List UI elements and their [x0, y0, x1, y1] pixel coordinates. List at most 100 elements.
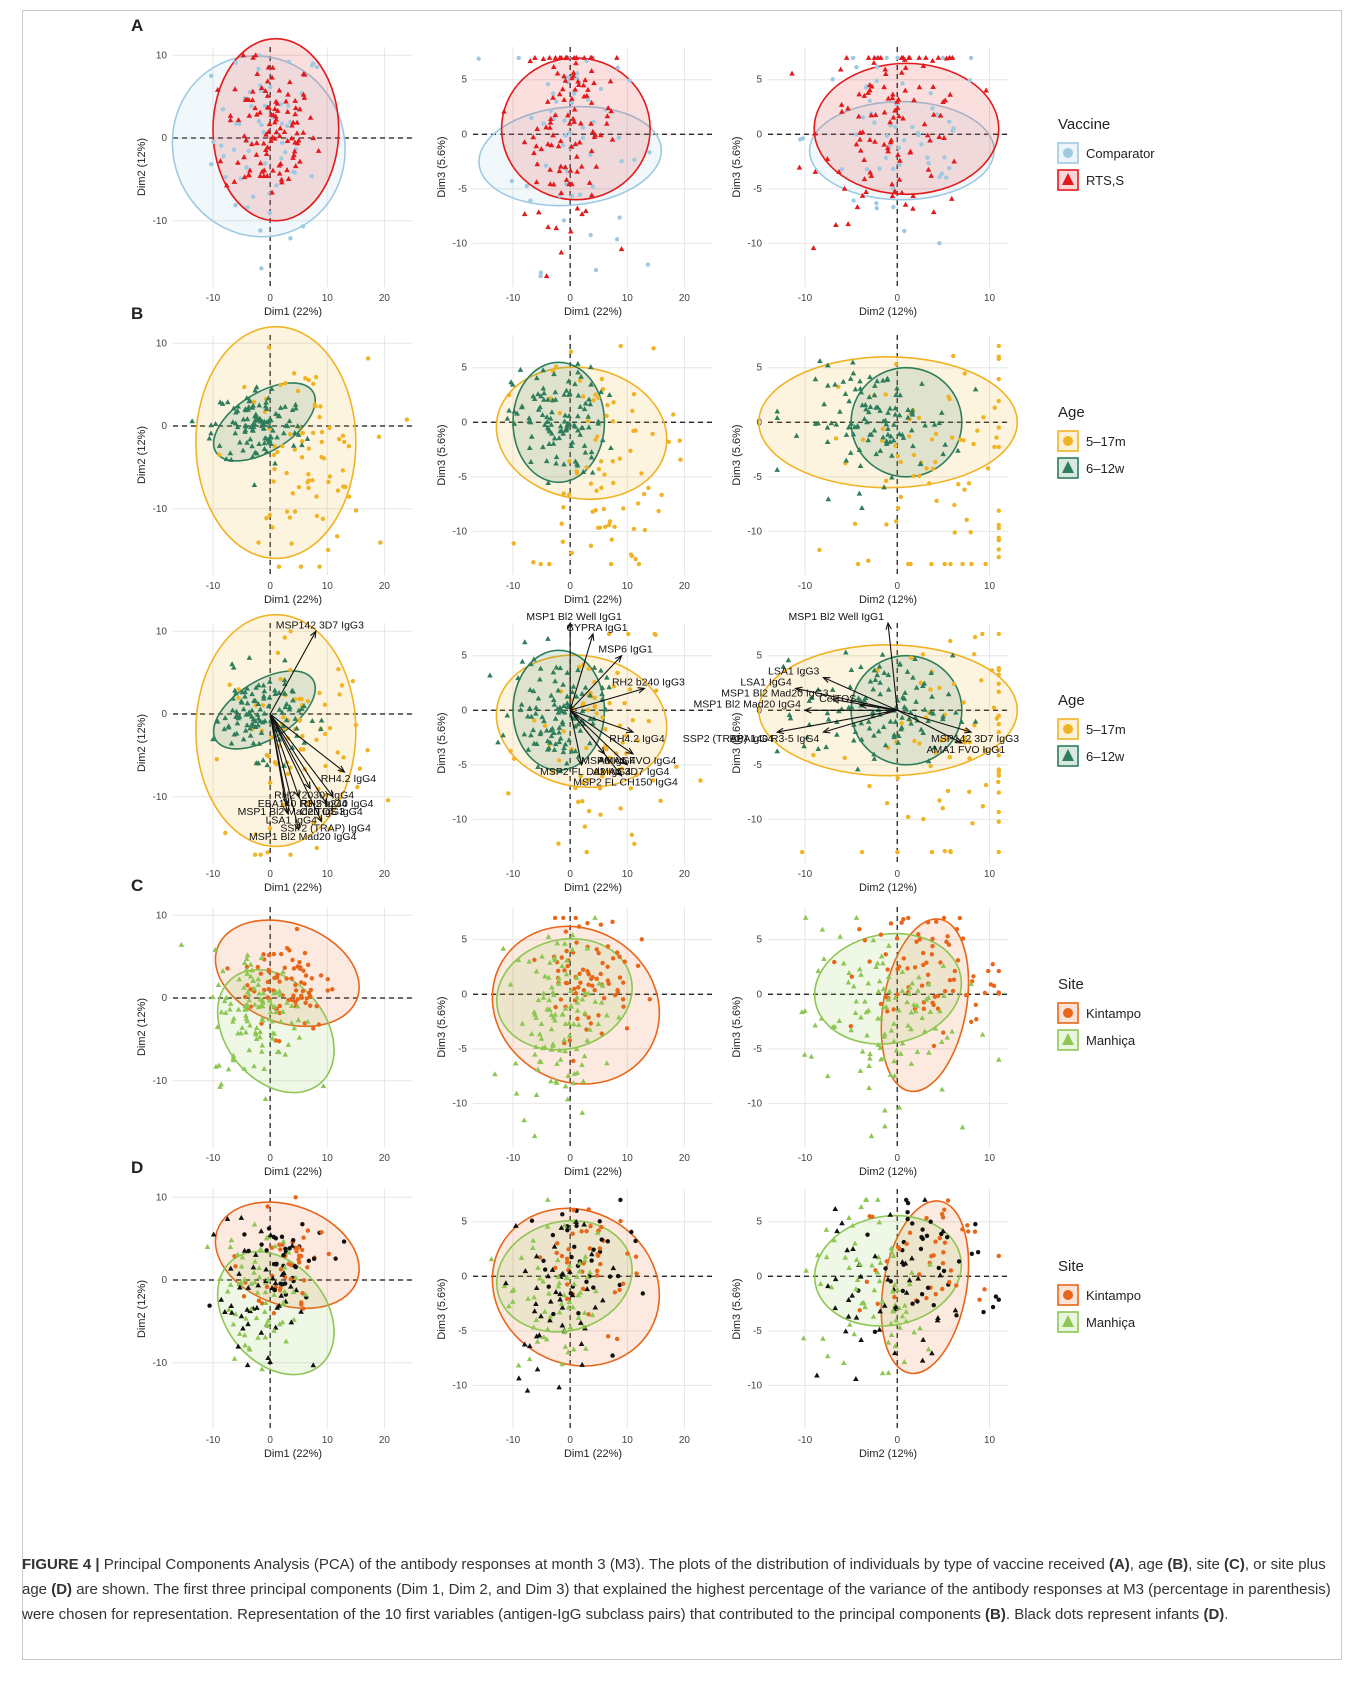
data-point [867, 431, 873, 437]
data-point [588, 232, 593, 238]
data-point [853, 1376, 859, 1382]
data-point [535, 1264, 541, 1270]
data-point [986, 968, 991, 974]
data-point [282, 1051, 289, 1057]
data-point [288, 852, 293, 857]
arrow-head [294, 822, 301, 832]
data-point [577, 120, 584, 126]
data-point [915, 1299, 920, 1304]
data-point [562, 1327, 568, 1333]
data-point [566, 1032, 573, 1038]
data-point [931, 1002, 936, 1008]
data-point [563, 760, 570, 766]
data-point [864, 1279, 870, 1284]
data-point [262, 435, 268, 441]
data-point [968, 1019, 974, 1025]
data-point [949, 652, 956, 658]
data-point [899, 189, 905, 195]
data-point [916, 132, 921, 138]
data-point [245, 1284, 252, 1290]
data-point [242, 689, 248, 695]
data-point [500, 732, 506, 738]
data-point [942, 988, 948, 994]
data-point [301, 968, 306, 973]
data-point [218, 1081, 225, 1087]
data-point [996, 713, 1001, 718]
data-point [231, 1355, 238, 1361]
data-point [257, 53, 262, 58]
legend-title: Site [1058, 976, 1084, 993]
data-point [564, 1256, 570, 1261]
data-point [882, 1123, 888, 1129]
data-point [273, 410, 279, 416]
data-point [538, 1313, 544, 1319]
data-point [921, 962, 926, 968]
data-point [888, 137, 895, 143]
data-point [603, 524, 608, 529]
data-point [605, 105, 612, 111]
data-point [261, 688, 268, 694]
data-point [247, 725, 253, 731]
data-point [286, 418, 293, 424]
data-point [266, 121, 273, 127]
data-point [866, 394, 873, 400]
data-point [889, 95, 896, 101]
data-point [646, 718, 652, 724]
data-point [299, 1247, 305, 1253]
data-point [587, 692, 593, 698]
data-point [564, 423, 570, 429]
data-point [541, 1334, 547, 1340]
data-point [290, 1289, 297, 1295]
y-axis-label: Dim2 (12%) [136, 1280, 148, 1338]
data-point [898, 494, 904, 500]
data-point [933, 1291, 938, 1297]
data-point [555, 687, 562, 693]
data-point [540, 55, 547, 61]
y-tick-label: -5 [458, 1326, 467, 1337]
data-point [229, 707, 236, 713]
data-point [547, 181, 554, 187]
data-point [598, 667, 604, 673]
data-point [937, 112, 944, 118]
data-point [619, 766, 624, 771]
data-point [674, 764, 679, 769]
data-point [298, 747, 303, 752]
data-point [241, 174, 248, 180]
data-point [579, 1361, 585, 1367]
data-point [587, 1269, 593, 1275]
data-point [905, 966, 910, 971]
data-point [545, 396, 551, 402]
data-point [933, 1239, 938, 1244]
data-point [270, 427, 276, 433]
data-point [262, 161, 268, 166]
data-point [540, 385, 547, 391]
data-point [642, 527, 648, 533]
data-point [297, 696, 302, 702]
data-point [303, 973, 309, 978]
data-point [865, 409, 872, 415]
data-point [851, 198, 856, 203]
data-point [859, 849, 865, 855]
data-point [937, 1272, 944, 1278]
data-point [553, 1004, 558, 1010]
data-point [538, 393, 544, 399]
data-point [901, 1302, 908, 1308]
data-point [886, 988, 893, 994]
data-point [848, 1023, 854, 1029]
data-point [940, 1286, 945, 1292]
data-point [272, 113, 279, 119]
y-tick-label: 0 [461, 417, 467, 428]
data-point [615, 65, 620, 70]
data-point [595, 434, 600, 439]
data-point [277, 1242, 282, 1247]
data-point [979, 678, 984, 683]
loading-arrow [569, 709, 634, 755]
y-tick-label: 5 [461, 935, 467, 946]
data-point [229, 661, 235, 667]
data-point [579, 1109, 586, 1115]
data-point [290, 491, 296, 496]
data-point [799, 849, 805, 855]
arrow-head [822, 727, 831, 734]
data-point [588, 454, 595, 460]
